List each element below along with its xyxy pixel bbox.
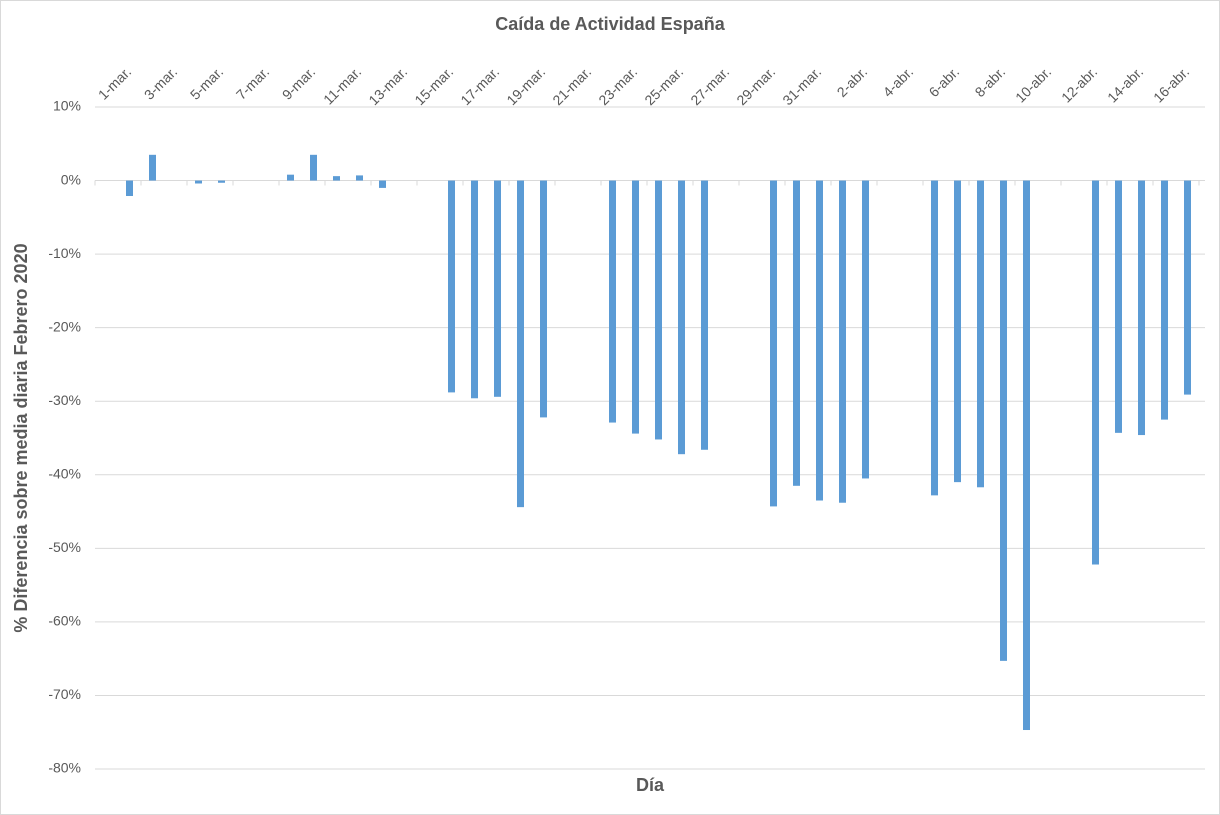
- bar: [816, 180, 823, 501]
- bar: [1092, 180, 1099, 565]
- bar: [1184, 180, 1191, 395]
- y-tick-label: -10%: [48, 245, 81, 261]
- bar: [793, 180, 800, 486]
- bar: [540, 180, 547, 418]
- bar: [1000, 180, 1007, 661]
- bar: [862, 180, 869, 479]
- bar: [678, 180, 685, 455]
- bar: [195, 180, 202, 184]
- bar: [1161, 180, 1168, 420]
- bar: [1023, 180, 1030, 731]
- bar: [517, 180, 524, 508]
- bar: [632, 180, 639, 434]
- y-tick-label: 0%: [61, 171, 81, 187]
- bar: [379, 180, 386, 188]
- y-tick-label: -60%: [48, 613, 81, 629]
- bar: [701, 180, 708, 450]
- y-axis-title: % Diferencia sobre media diaria Febrero …: [11, 243, 31, 632]
- bar: [494, 180, 501, 397]
- bar: [471, 180, 478, 399]
- chart-title: Caída de Actividad España: [495, 14, 725, 34]
- y-tick-label: -70%: [48, 686, 81, 702]
- y-tick-label: -30%: [48, 392, 81, 408]
- bar: [287, 174, 294, 181]
- bar: [356, 175, 363, 181]
- bar: [839, 180, 846, 503]
- bar: [448, 180, 455, 393]
- bar: [770, 180, 777, 507]
- bar: [977, 180, 984, 488]
- bar: [1115, 180, 1122, 433]
- y-tick-label: -50%: [48, 539, 81, 555]
- bar: [149, 154, 156, 181]
- bar: [333, 176, 340, 181]
- bar: [655, 180, 662, 440]
- bar: [1138, 180, 1145, 436]
- bar: [954, 180, 961, 483]
- bar: [218, 180, 225, 183]
- y-tick-label: -20%: [48, 318, 81, 334]
- y-tick-label: 10%: [53, 98, 81, 114]
- bar: [609, 180, 616, 423]
- bar: [126, 180, 133, 197]
- y-tick-label: -80%: [48, 760, 81, 776]
- bar: [931, 180, 938, 496]
- bar: [310, 154, 317, 181]
- y-tick-label: -40%: [48, 465, 81, 481]
- x-axis-title: Día: [636, 775, 665, 795]
